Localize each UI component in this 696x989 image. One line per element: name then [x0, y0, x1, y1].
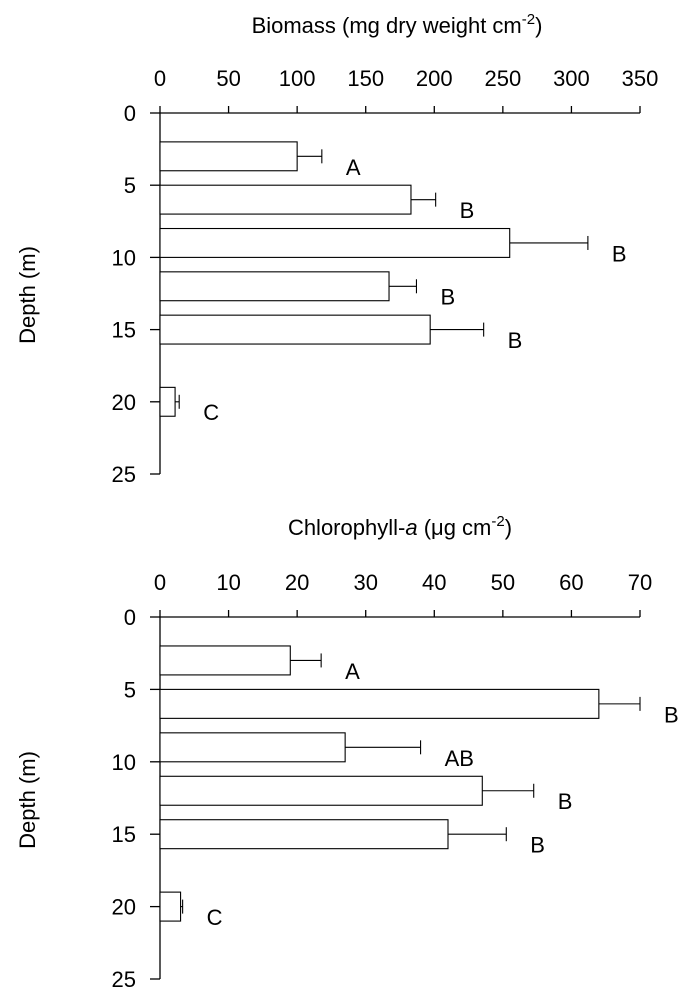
chlorophyll-x-tick-label: 70: [628, 570, 652, 595]
biomass-bar: [159, 227, 511, 258]
biomass-y-tick-label: 5: [124, 173, 136, 198]
chlorophyll-bar: [159, 732, 346, 763]
chlorophyll-chart: Chlorophyll-a (μg cm-2) Depth (m) 0 10 20 3…: [15, 513, 679, 989]
chlorophyll-y-tick-label: 5: [124, 677, 136, 702]
chlorophyll-x-tick-label: 40: [422, 570, 446, 595]
biomass-y-tick-label: 25: [112, 462, 136, 487]
biomass-y-tick-label: 15: [112, 318, 136, 343]
chlorophyll-y-tick-label: 0: [124, 605, 136, 630]
chlorophyll-significance-label: B: [664, 702, 679, 727]
chlorophyll-bar: [159, 645, 291, 676]
chlorophyll-y-tick-label: 10: [112, 750, 136, 775]
biomass-significance-label: B: [508, 328, 523, 353]
chlorophyll-significance-label: A: [345, 659, 360, 684]
biomass-bar: [159, 314, 431, 345]
chlorophyll-bar: [159, 688, 600, 719]
chlorophyll-significance-label: C: [207, 905, 223, 930]
biomass-y-tick-label: 20: [112, 390, 136, 415]
chlorophyll-significance-label: B: [530, 833, 545, 858]
biomass-significance-label: C: [203, 400, 219, 425]
biomass-significance-label: B: [612, 241, 627, 266]
biomass-chart: Biomass (mg dry weight cm-2) Depth (m) 0…: [15, 11, 658, 487]
chlorophyll-y-tick-label: 20: [112, 895, 136, 920]
biomass-y-tick-label: 0: [124, 101, 136, 126]
biomass-x-tick-label: 350: [622, 66, 659, 91]
chlorophyll-x-tick-label: 0: [154, 570, 166, 595]
chlorophyll-x-tick-label: 30: [353, 570, 377, 595]
chlorophyll-x-tick-label: 20: [285, 570, 309, 595]
biomass-x-tick-label: 250: [484, 66, 521, 91]
chlorophyll-x-tick-label: 50: [491, 570, 515, 595]
chlorophyll-chart-title: Chlorophyll-a (μg cm-2): [288, 513, 512, 540]
biomass-bar: [159, 141, 298, 172]
biomass-x-tick-label: 200: [416, 66, 453, 91]
chlorophyll-x-tick-label: 10: [216, 570, 240, 595]
biomass-x-tick-label: 0: [154, 66, 166, 91]
biomass-bar: [159, 271, 390, 302]
biomass-x-tick-label: 300: [553, 66, 590, 91]
chlorophyll-bar: [159, 819, 449, 850]
chlorophyll-chart-ylabel: Depth (m): [15, 751, 40, 849]
biomass-significance-label: A: [346, 155, 361, 180]
chlorophyll-y-tick-label: 25: [112, 967, 136, 989]
biomass-y-tick-label: 10: [112, 245, 136, 270]
biomass-plot-area: 0 50 100 150 200 250 300 350 0 5 10 15 20 25 A B B B B C: [112, 66, 659, 487]
chlorophyll-significance-label: B: [558, 789, 573, 814]
biomass-bar: [159, 386, 176, 417]
biomass-bar: [159, 184, 412, 215]
biomass-chart-ylabel: Depth (m): [15, 246, 40, 344]
biomass-chart-title: Biomass (mg dry weight cm-2): [252, 11, 543, 38]
chlorophyll-significance-label: AB: [445, 746, 474, 771]
chlorophyll-x-tick-label: 60: [559, 570, 583, 595]
biomass-x-tick-label: 50: [216, 66, 240, 91]
biomass-x-tick-label: 150: [347, 66, 384, 91]
chlorophyll-bar: [159, 775, 483, 806]
chlorophyll-bar: [159, 891, 182, 922]
chlorophyll-y-tick-label: 15: [112, 822, 136, 847]
biomass-significance-label: B: [460, 198, 475, 223]
biomass-significance-label: B: [440, 285, 455, 310]
biomass-x-tick-label: 100: [279, 66, 316, 91]
